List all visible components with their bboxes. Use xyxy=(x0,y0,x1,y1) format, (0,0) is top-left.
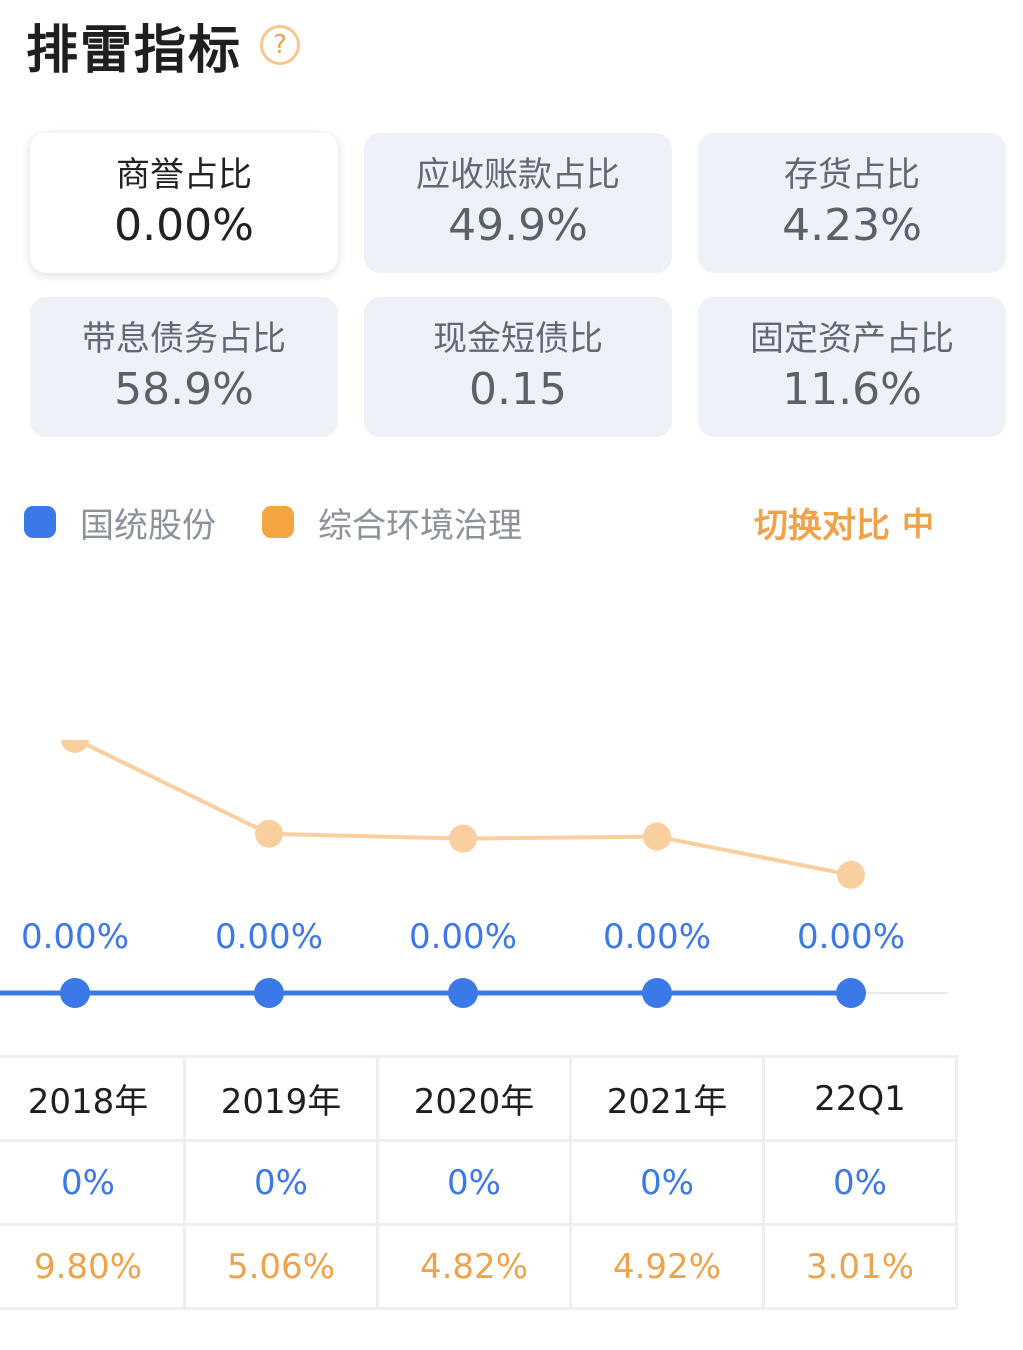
data-table: 2018年 2019年 2020年 2021年 22Q1 0% 0% 0% 0%… xyxy=(0,1055,958,1310)
series-point-company xyxy=(836,978,866,1008)
table-cell-period: 2021年 xyxy=(569,1055,765,1142)
series-point-company xyxy=(254,978,284,1008)
metric-value: 0.00% xyxy=(114,200,254,252)
metric-value: 49.9% xyxy=(448,200,588,252)
table-cell-company: 0% xyxy=(0,1139,186,1226)
series-point-company xyxy=(60,978,90,1008)
metric-value: 11.6% xyxy=(782,364,922,416)
blue-dot-icon xyxy=(24,506,56,538)
series-point-industry xyxy=(837,860,865,889)
metric-label: 现金短债比 xyxy=(433,319,603,360)
metric-label: 存货占比 xyxy=(784,155,920,196)
legend-label: 国统股份 xyxy=(80,505,216,546)
table-cell-company: 0% xyxy=(376,1139,572,1226)
data-label-company: 0.00% xyxy=(409,917,517,957)
series-point-company xyxy=(642,978,672,1008)
table-cell-industry: 5.06% xyxy=(183,1223,379,1310)
metric-card-fixed-assets[interactable]: 固定资产占比 11.6% xyxy=(698,297,1006,437)
chart-legend: 国统股份 综合环境治理 切换对比 中 xyxy=(24,494,984,550)
table-cell-period: 2018年 xyxy=(0,1055,186,1142)
metric-card-interest-debt[interactable]: 带息债务占比 58.9% xyxy=(30,297,338,437)
metric-value: 58.9% xyxy=(114,364,254,416)
table-cell-company: 0% xyxy=(569,1139,765,1226)
data-label-company: 0.00% xyxy=(215,917,323,957)
table-cell-industry: 4.92% xyxy=(569,1223,765,1310)
data-label-company: 0.00% xyxy=(603,917,711,957)
table-cell-industry: 9.80% xyxy=(0,1223,186,1310)
legend-item-company[interactable]: 国统股份 xyxy=(24,498,216,547)
legend-item-industry[interactable]: 综合环境治理 xyxy=(262,498,522,547)
table-row-company: 0% 0% 0% 0% 0% xyxy=(0,1139,958,1226)
switch-compare-label: 切换对比 xyxy=(753,505,890,546)
metric-card-inventory[interactable]: 存货占比 4.23% xyxy=(698,133,1006,273)
table-cell-period: 2019年 xyxy=(183,1055,379,1142)
switch-compare-icon: 中 xyxy=(901,505,934,543)
series-point-company xyxy=(448,978,478,1008)
table-cell-industry: 3.01% xyxy=(762,1223,958,1310)
metric-label: 应收账款占比 xyxy=(416,155,620,196)
data-label-company: 0.00% xyxy=(21,917,129,957)
page-title: 排雷指标 xyxy=(26,20,243,81)
metric-card-receivables[interactable]: 应收账款占比 49.9% xyxy=(364,133,672,273)
metric-label: 商誉占比 xyxy=(116,155,252,196)
table-row-periods: 2018年 2019年 2020年 2021年 22Q1 xyxy=(0,1055,958,1142)
series-point-industry xyxy=(61,740,89,753)
series-point-industry xyxy=(255,819,283,848)
help-icon[interactable]: ? xyxy=(260,25,301,65)
orange-dot-icon xyxy=(262,506,294,538)
legend-label: 综合环境治理 xyxy=(318,505,522,546)
switch-compare-button[interactable]: 切换对比 中 xyxy=(754,494,934,550)
data-label-company: 0.00% xyxy=(797,917,905,957)
series-point-industry xyxy=(449,824,477,853)
table-cell-period: 2020年 xyxy=(376,1055,572,1142)
metric-label: 固定资产占比 xyxy=(750,319,954,360)
metric-cards: 商誉占比 0.00% 应收账款占比 49.9% 存货占比 4.23% 带息债务占… xyxy=(30,133,1006,437)
header: 排雷指标 ? xyxy=(26,10,301,81)
metric-card-goodwill[interactable]: 商誉占比 0.00% xyxy=(30,133,338,273)
metric-value: 0.15 xyxy=(469,364,567,416)
table-cell-company: 0% xyxy=(183,1139,379,1226)
metric-value: 4.23% xyxy=(782,200,922,252)
series-point-industry xyxy=(643,822,671,851)
trend-chart: 0.00% 0.00% 0.00% 0.00% 0.00% xyxy=(0,740,948,1008)
table-row-industry: 9.80% 5.06% 4.82% 4.92% 3.01% xyxy=(0,1223,958,1310)
metric-card-cash-debt[interactable]: 现金短债比 0.15 xyxy=(364,297,672,437)
table-cell-period: 22Q1 xyxy=(762,1055,958,1142)
table-cell-industry: 4.82% xyxy=(376,1223,572,1310)
series-line-industry xyxy=(56,740,852,877)
table-cell-company: 0% xyxy=(762,1139,958,1226)
metric-label: 带息债务占比 xyxy=(82,319,286,360)
